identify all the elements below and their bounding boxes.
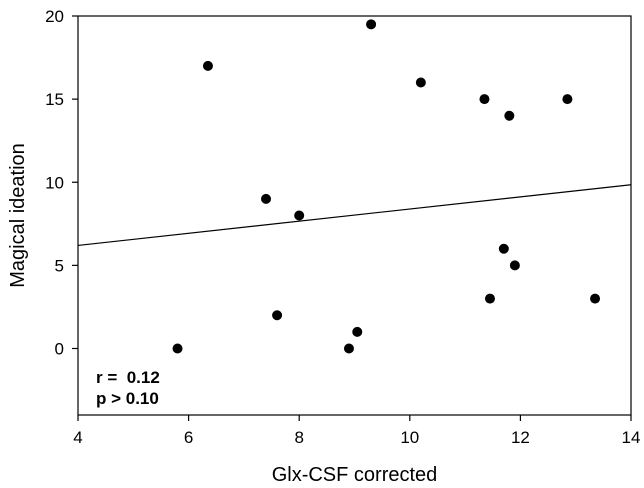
data-point	[590, 293, 601, 304]
data-point	[509, 260, 520, 271]
data-point	[484, 293, 495, 304]
data-point	[479, 94, 490, 105]
x-tick-label: 8	[294, 428, 303, 447]
data-point	[343, 343, 354, 354]
x-tick-label: 4	[73, 428, 82, 447]
data-point	[415, 77, 426, 88]
data-point	[352, 326, 363, 337]
data-point	[294, 210, 305, 221]
x-tick-label: 12	[511, 428, 530, 447]
x-axis-title: Glx-CSF corrected	[272, 464, 438, 486]
data-point	[504, 110, 515, 121]
y-tick-label: 15	[45, 90, 64, 109]
x-tick-label: 14	[622, 428, 641, 447]
data-point	[562, 94, 573, 105]
data-point	[366, 19, 377, 30]
data-point	[202, 60, 213, 71]
y-tick-label: 10	[45, 173, 64, 192]
plot-area	[77, 15, 632, 416]
data-point	[261, 193, 272, 204]
x-tick-label: 10	[400, 428, 419, 447]
plot-frame	[77, 15, 632, 416]
data-points	[172, 19, 601, 354]
x-tick-label: 6	[184, 428, 193, 447]
data-point	[172, 343, 183, 354]
y-tick-label: 5	[55, 256, 64, 275]
p-value-label: p > 0.10	[96, 389, 159, 408]
correlation-r-label: r = 0.12	[96, 368, 160, 387]
x-axis-ticks: 4 6 8 10 12 14	[73, 415, 640, 447]
y-tick-label: 20	[45, 7, 64, 26]
y-axis-title: Magical ideation	[7, 143, 29, 288]
data-point	[498, 243, 509, 254]
y-tick-label: 0	[55, 340, 64, 359]
y-axis-ticks: 0 5 10 15 20	[45, 7, 78, 359]
data-point	[272, 310, 283, 321]
regression-line	[77, 184, 632, 247]
